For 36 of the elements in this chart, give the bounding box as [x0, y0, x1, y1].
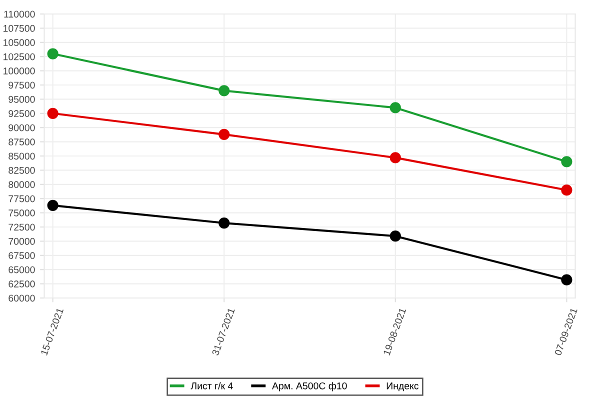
y-tick-label: 65000: [8, 266, 35, 274]
legend-label: Лист г/к 4: [190, 382, 233, 390]
legend-label: Арм. А500С ф10: [272, 382, 347, 392]
point: [561, 156, 572, 168]
point: [218, 217, 230, 229]
y-tick-label: 90000: [8, 124, 35, 132]
y-tick-label: 85000: [8, 152, 35, 160]
y-tick-label: 82500: [8, 166, 35, 174]
point: [47, 108, 58, 119]
point: [390, 230, 401, 242]
y-tick-label: 75000: [8, 210, 35, 216]
y-tick-label: 105000: [4, 39, 35, 46]
y-tick-label: 80000: [8, 181, 35, 188]
y-tick-label: 67500: [8, 252, 35, 260]
point: [390, 152, 401, 164]
point: [561, 184, 572, 196]
point: [218, 85, 230, 96]
y-tick-label: 97500: [8, 82, 35, 89]
y-tick-label: 60000: [8, 294, 35, 302]
y-tick-label: 100000: [4, 68, 35, 74]
point: [218, 128, 230, 140]
point: [561, 274, 572, 286]
y-tick-label: 102500: [4, 53, 35, 60]
y-tick-label: 77500: [8, 195, 35, 202]
y-tick-label: 70000: [8, 238, 35, 245]
y-tick-label: 95000: [8, 96, 35, 103]
point: [47, 200, 58, 211]
y-tick-label: 92500: [8, 110, 35, 118]
point: [47, 48, 58, 60]
y-tick-label: 62500: [8, 280, 35, 288]
point: [390, 102, 401, 114]
y-tick-label: 110000: [4, 10, 35, 18]
legend-label: Индекс: [386, 382, 419, 392]
y-tick-label: 72500: [8, 224, 35, 231]
y-tick-label: 107500: [4, 24, 35, 32]
y-tick-label: 87500: [8, 138, 35, 146]
